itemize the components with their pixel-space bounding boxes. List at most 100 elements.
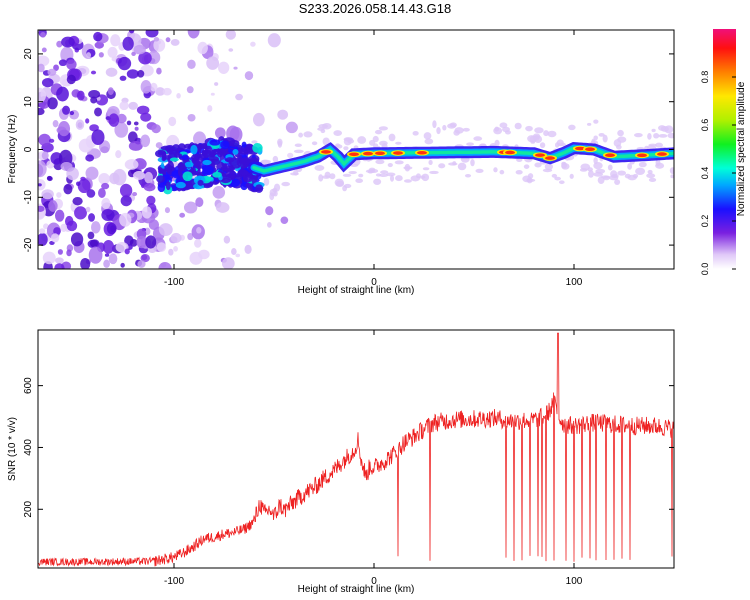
spectrogram-faint-blob [610, 170, 618, 178]
spectrogram-faint-blob [374, 129, 383, 135]
spectrogram-noise-blob [155, 142, 163, 149]
spectrogram-noise-blob [145, 235, 157, 249]
spectrogram-faint-blob [493, 167, 498, 173]
spectrogram-noise-blob [38, 160, 47, 178]
spectrogram-faint-blob [579, 168, 588, 172]
spectrogram-noise-blob [153, 38, 166, 52]
spectrogram-noise-blob [66, 220, 78, 232]
spectrogram-hotspot [375, 151, 385, 156]
spectrogram-noise-blob [101, 182, 110, 190]
spectrogram-noise-blob [187, 232, 194, 241]
spectrogram-band-blob [239, 157, 251, 165]
spectrogram-band-blob [208, 156, 220, 162]
y-tick-label: 600 [23, 377, 34, 394]
x-tick-label: 100 [566, 576, 583, 587]
spectrogram-faint-blob [424, 138, 434, 145]
spectrogram-noise-blob [285, 121, 298, 134]
spectrogram-faint-blob [561, 162, 568, 169]
spectrogram-band-blob [177, 143, 186, 152]
spectrogram-faint-blob [627, 163, 633, 170]
spectrogram-faint-blob [293, 149, 304, 154]
spectrogram-noise-blob [103, 259, 110, 268]
spectrogram-noise-blob [101, 197, 111, 210]
spectrogram-band-blob [161, 156, 167, 162]
y-tick-label: 400 [23, 439, 34, 456]
spectrogram-hotspot [605, 153, 615, 158]
spectrogram-faint-blob [372, 143, 379, 149]
spectrogram-hotspot [575, 146, 585, 151]
spectrogram-faint-blob [403, 179, 412, 183]
spectrogram-faint-blob [314, 164, 325, 171]
spectrogram-band-blob [158, 168, 167, 174]
spectrogram-faint-blob [534, 127, 544, 134]
spectrogram-noise-blob [207, 105, 213, 112]
spectrogram-noise-blob [214, 127, 226, 139]
spectrogram-noise-blob [63, 183, 73, 195]
spectrogram-noise-blob [54, 257, 64, 264]
spectrogram-noise-blob [39, 228, 46, 234]
spectrogram-band-blob [228, 157, 240, 167]
spectrogram-hotspot [363, 151, 373, 156]
spectrogram-noise-blob [206, 56, 220, 70]
spectrogram-noise-blob [129, 239, 138, 247]
spectrogram-faint-blob [293, 169, 299, 176]
spectrogram-noise-blob [140, 112, 152, 122]
spectrogram-faint-blob [335, 180, 345, 187]
spectrogram-band-blob [255, 184, 264, 193]
spectrogram-faint-blob [658, 133, 668, 138]
spectrogram-noise-blob [168, 116, 177, 127]
spectrogram-noise-blob [151, 124, 161, 134]
spectrogram-noise-blob [158, 223, 173, 237]
spectrogram-noise-blob [267, 222, 272, 228]
spectrogram-noise-blob [170, 232, 182, 244]
spectrogram-noise-blob [179, 212, 186, 218]
spectrogram-noise-blob [194, 238, 202, 248]
spectrogram-faint-blob [515, 170, 523, 175]
spectrogram-noise-blob [87, 231, 95, 240]
spectrogram-noise-blob [93, 31, 103, 42]
spectrogram-hotspot [585, 147, 595, 152]
spectrogram-noise-blob [235, 93, 243, 101]
spectrogram-faint-blob [373, 178, 382, 185]
spectrogram-faint-blob [543, 130, 549, 137]
spectrogram-noise-blob [90, 70, 97, 75]
spectrogram-faint-blob [664, 125, 674, 134]
spectrogram-noise-blob [277, 109, 289, 120]
spectrogram-noise-blob [132, 191, 138, 197]
spectrogram-noise-blob [89, 239, 100, 248]
spectrogram-faint-blob [539, 142, 546, 149]
spectrogram-faint-blob [475, 168, 484, 173]
spectrogram-faint-blob [464, 174, 472, 178]
spectrogram-noise-blob [158, 261, 172, 269]
spectrogram-faint-blob [647, 132, 652, 140]
spectrogram-faint-blob [355, 178, 364, 184]
spectrogram-faint-blob [429, 170, 439, 175]
colorbar-label: Normalized spectral amplitude [736, 81, 747, 216]
spectrogram-noise-blob [70, 232, 84, 247]
spectrogram-hotspot [505, 150, 515, 155]
spectrogram-noise-blob [126, 69, 139, 79]
spectrogram-noise-blob [128, 30, 135, 34]
spectrogram-faint-blob [499, 169, 505, 175]
spectrogram-faint-blob [419, 175, 426, 179]
figure-title: S233.2026.058.14.43.G18 [298, 1, 452, 16]
spectrogram-band-blob [202, 143, 208, 149]
spectrogram-faint-blob [480, 143, 487, 147]
spectrogram-noise-blob [58, 59, 68, 67]
spectrogram-band-blob [178, 162, 186, 172]
spectrogram-noise-blob [265, 206, 274, 216]
spectrogram-faint-blob [593, 157, 598, 165]
spectrogram-band-blob [165, 181, 171, 191]
spectrogram-faint-blob [634, 133, 643, 138]
spectrogram-band-blob [242, 173, 254, 183]
spectrogram-faint-blob [614, 179, 621, 185]
spectrogram-noise-blob [138, 51, 152, 65]
spectrogram-noise-blob [41, 47, 47, 53]
spectrogram-noise-blob [133, 44, 146, 55]
y-tick-label: -20 [23, 237, 34, 252]
spectrogram-noise-blob [61, 36, 75, 48]
spectrogram-noise-blob [155, 87, 166, 96]
spectrogram-noise-blob [105, 67, 118, 77]
snr-series-line [38, 332, 674, 567]
spectrogram-band-blob [181, 154, 189, 160]
